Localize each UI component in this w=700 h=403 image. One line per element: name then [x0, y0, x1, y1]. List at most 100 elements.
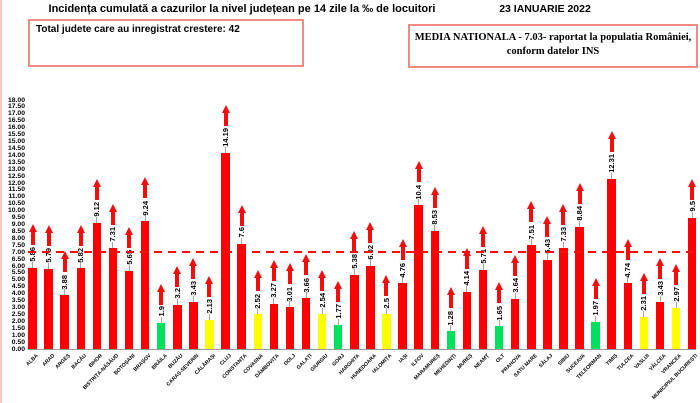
increase-arrow-icon	[253, 270, 262, 292]
increase-arrow-icon	[302, 254, 311, 276]
value-leader-line	[64, 289, 66, 296]
y-axis-tick-label: 8.00	[11, 234, 25, 242]
bar	[687, 217, 697, 349]
bar-value-label: 9.12	[92, 202, 102, 217]
value-leader-line	[675, 301, 677, 308]
value-leader-line	[160, 316, 162, 323]
bar	[92, 222, 102, 349]
bar	[350, 274, 359, 349]
increase-arrow-icon	[92, 178, 101, 200]
value-leader-line	[96, 216, 98, 223]
value-leader-line	[402, 277, 404, 284]
y-axis-tick-label: 0.50	[11, 338, 25, 346]
x-axis-category-label: SIBIU	[556, 353, 571, 368]
y-axis-tick-label: 4.50	[11, 283, 25, 291]
page-title: Incidența cumulată a cazurilor la nivel …	[48, 3, 436, 15]
increase-arrow-icon	[414, 161, 423, 183]
value-leader-line	[32, 261, 33, 268]
bar	[28, 267, 37, 349]
value-leader-line	[369, 259, 371, 266]
x-axis-category-label: OLT	[495, 353, 507, 365]
bar	[430, 231, 439, 349]
value-leader-line	[627, 277, 629, 284]
x-axis-category-label: TIMIȘ	[604, 353, 619, 368]
x-axis-category-label: NEAMȚ	[472, 353, 491, 371]
bar-value-label: 3.64	[510, 278, 520, 293]
value-leader-line	[337, 318, 339, 325]
value-leader-line	[611, 172, 613, 179]
bar	[527, 245, 536, 349]
increase-arrow-icon	[108, 203, 117, 225]
bar-value-label: 7.51	[526, 224, 536, 240]
bar-value-label: 3.01	[285, 286, 295, 302]
bar	[124, 270, 134, 349]
value-leader-line	[562, 241, 564, 248]
value-leader-line	[530, 239, 532, 246]
value-leader-line	[80, 262, 82, 269]
bar	[494, 326, 504, 349]
increase-arrow-icon	[76, 224, 85, 246]
x-axis-line	[28, 349, 696, 350]
y-axis-tick-label: 15.00	[7, 138, 25, 145]
y-axis-tick-label: 12.50	[7, 172, 25, 180]
value-leader-line	[466, 285, 468, 292]
bar	[285, 307, 295, 349]
value-leader-line	[659, 295, 661, 302]
y-axis-tick-label: 11.00	[8, 193, 25, 201]
value-leader-line	[498, 320, 500, 327]
bar	[44, 268, 53, 349]
y-axis-tick-label: 3.00	[11, 304, 25, 311]
bar-value-label: 2.31	[639, 296, 649, 312]
increase-arrow-icon	[269, 259, 278, 281]
bar-value-label: 3.27	[269, 283, 279, 298]
y-axis-tick-label: 2.50	[11, 310, 25, 318]
value-leader-line	[208, 313, 210, 320]
bar-value-label: 4.74	[623, 262, 633, 278]
national-average-line	[28, 250, 696, 253]
bar-value-label: 12.31	[607, 153, 617, 173]
bar-value-label: 2.97	[671, 287, 681, 302]
increase-arrow-icon	[543, 216, 552, 238]
bar-value-label: 4.76	[398, 262, 408, 278]
increase-arrow-icon	[656, 257, 665, 279]
increase-arrow-icon	[125, 226, 134, 248]
bar	[607, 178, 616, 349]
value-leader-line	[192, 295, 194, 302]
bar	[333, 324, 343, 349]
increase-arrow-icon	[672, 263, 681, 285]
value-leader-line	[514, 292, 516, 299]
growth-total-box: Total judete care au inregistrat crester…	[28, 19, 304, 67]
y-axis-tick-label: 3.50	[11, 297, 25, 305]
bar	[671, 307, 681, 349]
x-axis-category-label: BRĂILA	[150, 353, 169, 372]
increase-arrow-icon	[398, 239, 407, 261]
bar	[559, 247, 568, 349]
increase-arrow-icon	[591, 277, 600, 299]
increase-arrow-icon	[527, 201, 536, 223]
bar-value-label: 8.84	[575, 206, 585, 221]
increase-arrow-icon	[688, 178, 697, 200]
value-leader-line	[128, 264, 130, 271]
y-axis-tick-label: 7.00	[11, 248, 25, 256]
bar	[269, 303, 279, 349]
bar	[108, 247, 118, 349]
increase-arrow-icon	[479, 226, 488, 248]
value-leader-line	[305, 292, 307, 299]
y-axis-tick-label: 15.50	[7, 131, 25, 139]
increase-arrow-icon	[607, 130, 616, 152]
bar-value-label: 1.9	[156, 306, 166, 317]
y-axis-tick-label: 1.00	[11, 331, 25, 339]
bar	[543, 260, 552, 349]
y-axis-tick-label: 14.50	[7, 144, 25, 152]
y-axis-tick-label: 2.00	[11, 317, 25, 325]
increase-arrow-icon	[511, 254, 520, 276]
increase-arrow-icon	[446, 287, 455, 309]
increase-arrow-icon	[382, 275, 391, 297]
bar-value-label: 2.13	[204, 298, 214, 314]
bar	[205, 319, 214, 349]
y-axis-tick-label: 16.00	[7, 124, 25, 132]
national-average-line1: MEDIA NATIONALA - 7.03- raportat la popu…	[414, 32, 692, 43]
bar-value-label: 3.43	[188, 280, 198, 296]
bar-value-label: 2.52	[253, 293, 263, 309]
